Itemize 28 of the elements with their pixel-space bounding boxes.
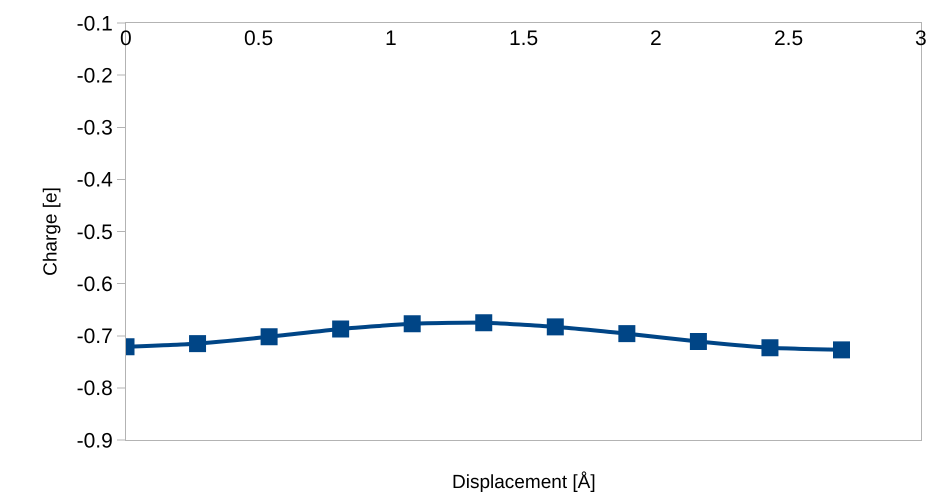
point: [404, 315, 421, 332]
point: [690, 332, 707, 350]
x-tick-label: 1.5: [509, 27, 538, 50]
point: [618, 325, 636, 342]
x-axis-title: Displacement [Å]: [452, 471, 596, 493]
point: [761, 339, 778, 356]
point: [833, 341, 850, 358]
y-tick-label: -0.9: [76, 429, 113, 452]
y-tick-label: -0.7: [76, 325, 113, 348]
point: [332, 320, 350, 338]
point: [546, 318, 564, 336]
y-tick-label: -0.3: [76, 116, 113, 140]
y-tick-label: -0.1: [76, 12, 113, 36]
x-tick-label: 3: [915, 27, 927, 50]
x-tick-label: 1: [385, 27, 397, 50]
point: [260, 328, 278, 346]
y-tick-label: -0.2: [76, 64, 113, 88]
x-tick-label: 2.5: [774, 27, 804, 50]
point: [189, 335, 206, 352]
y-tick-label: -0.8: [76, 377, 113, 400]
y-axis-title: Charge [e]: [40, 187, 62, 276]
point: [475, 314, 492, 332]
x-tick-label: 2: [650, 27, 662, 50]
y-tick-label: -0.6: [76, 272, 113, 296]
y-tick-label: -0.5: [76, 220, 113, 244]
y-tick-label: -0.4: [76, 168, 114, 192]
x-tick-label: 0: [120, 27, 132, 50]
x-tick-label: 0.5: [244, 27, 274, 50]
